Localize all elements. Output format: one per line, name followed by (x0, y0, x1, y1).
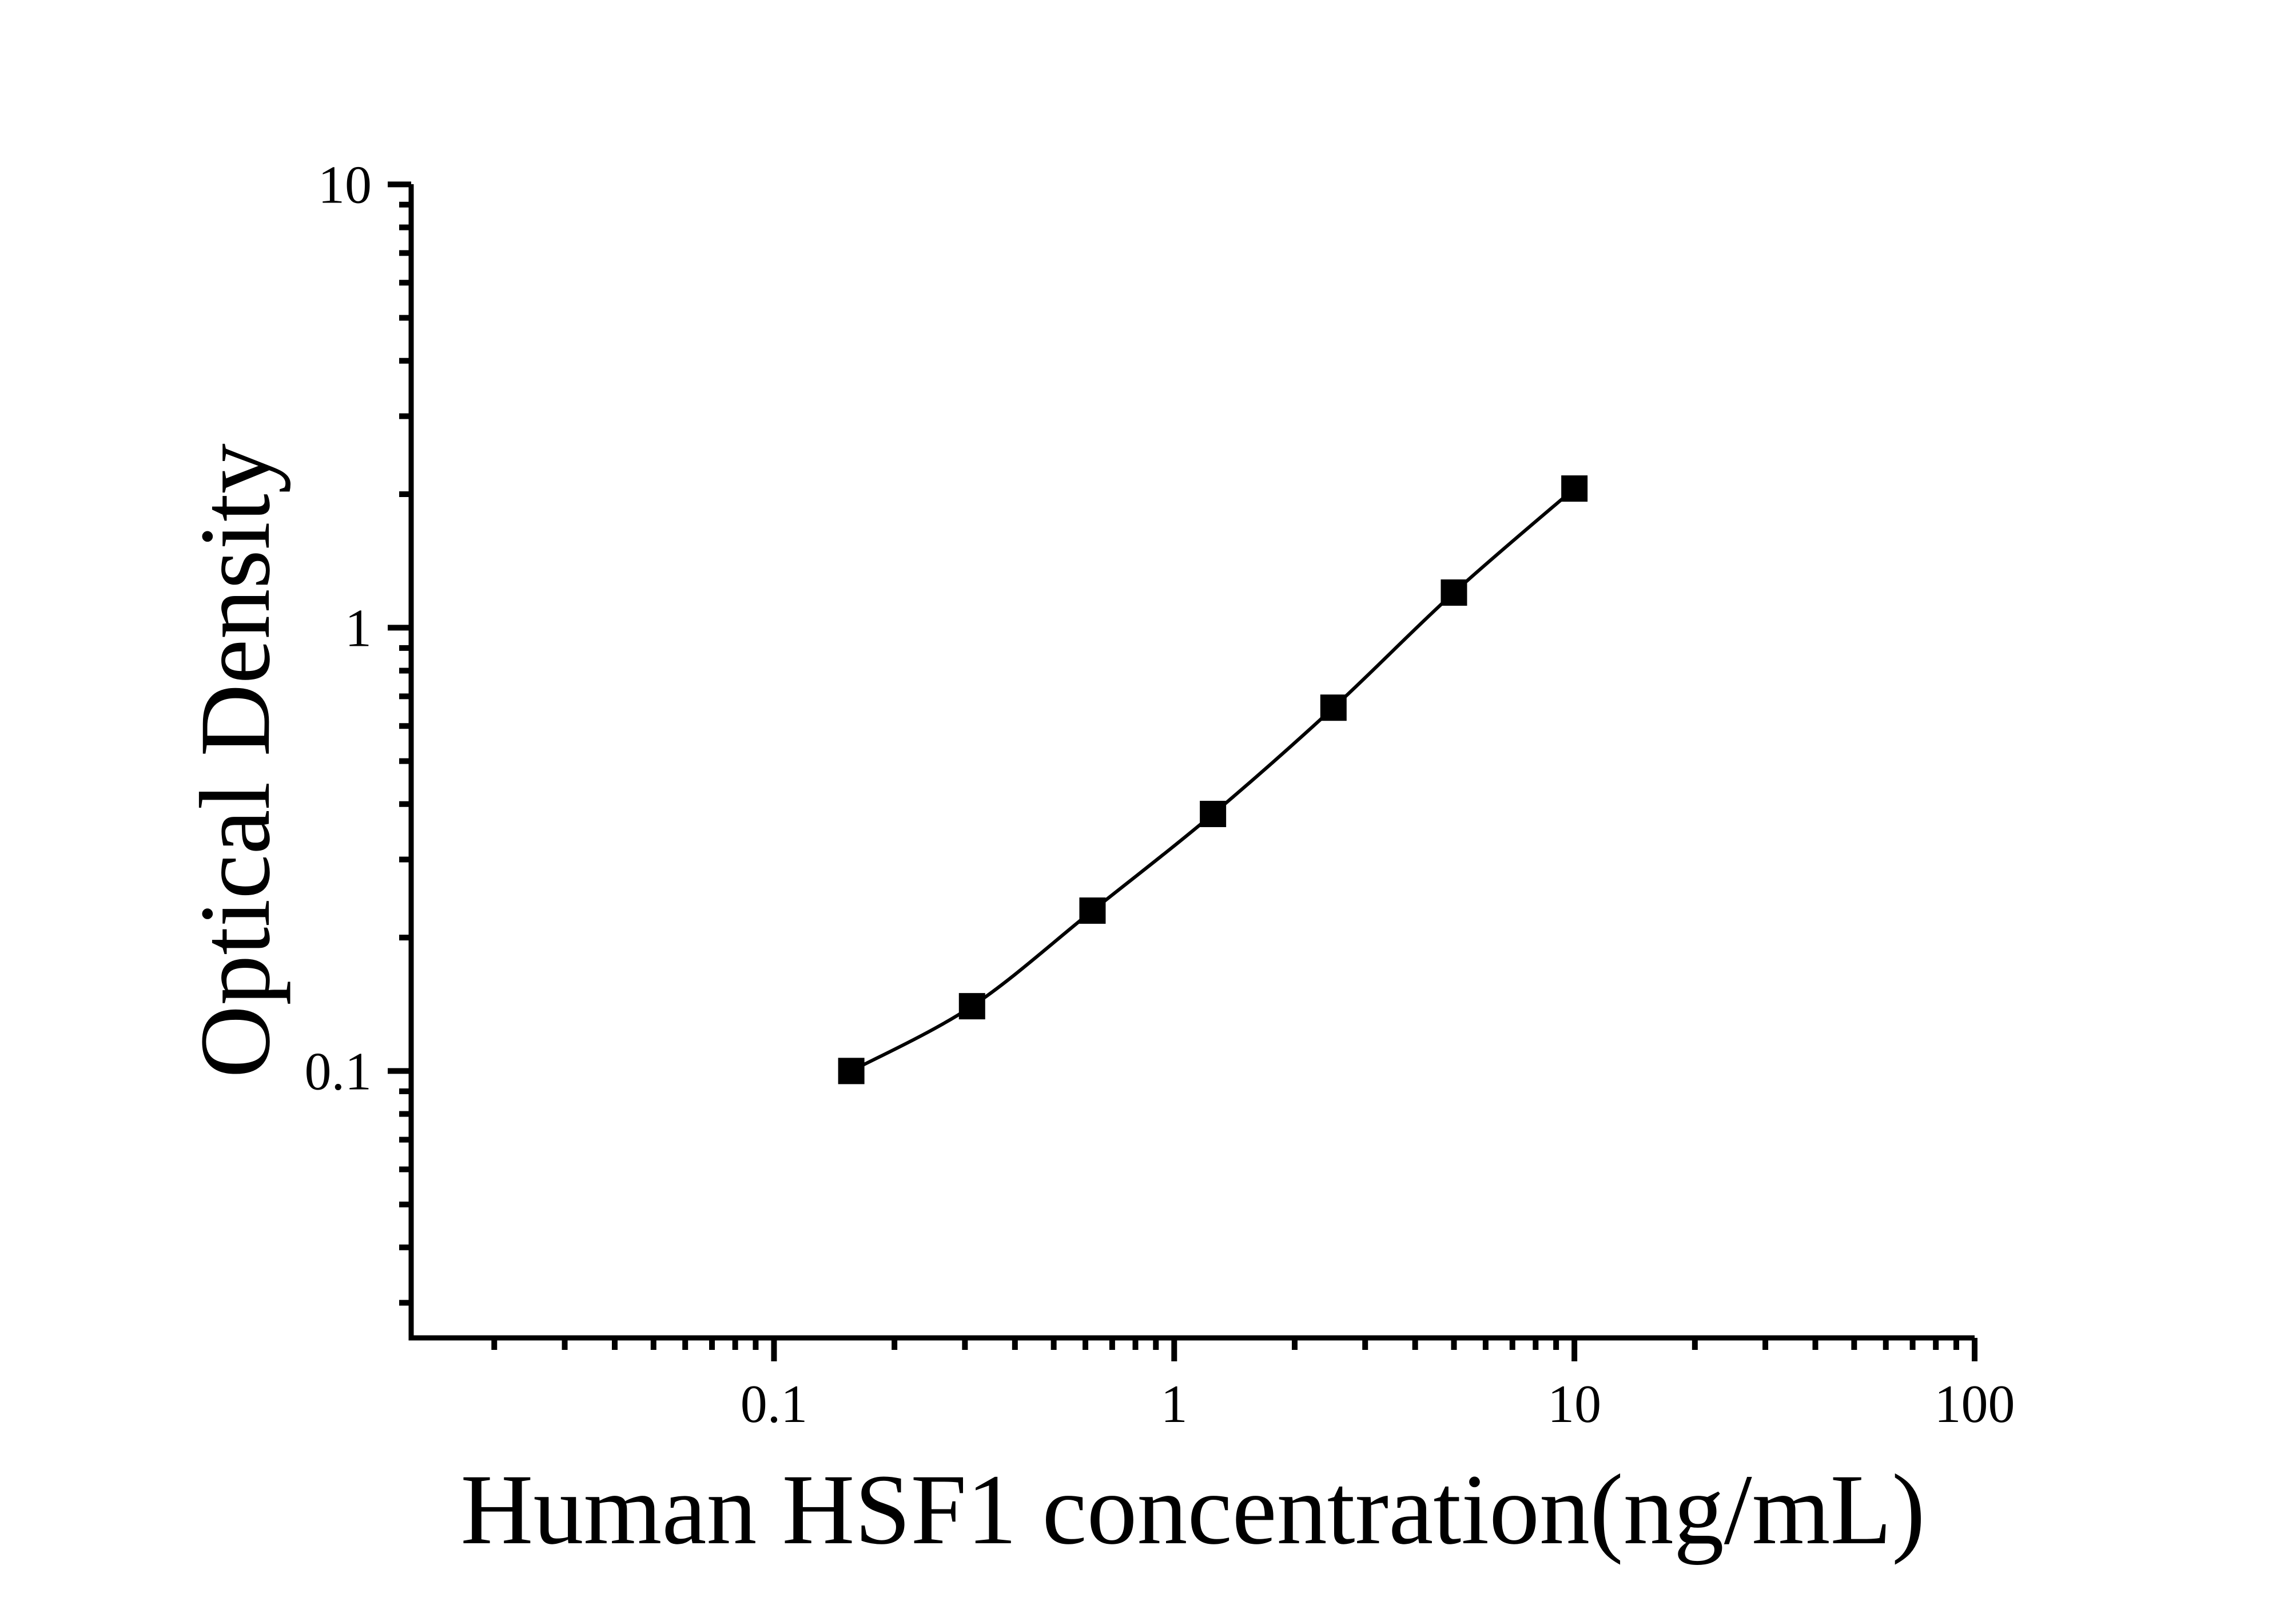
data-point-marker (1079, 897, 1106, 924)
data-point-marker (1200, 801, 1227, 828)
x-tick-label: 0.1 (741, 1374, 808, 1434)
x-tick-label: 100 (1935, 1374, 2015, 1434)
data-point-marker (1320, 694, 1347, 721)
y-tick-label: 1 (345, 598, 372, 658)
y-tick-label: 10 (318, 155, 372, 214)
y-axis-title: Optical Density (180, 443, 291, 1078)
y-tick-label: 0.1 (305, 1042, 372, 1101)
axes-lines (408, 184, 1975, 1341)
standard-curve-line (850, 487, 1576, 1073)
data-point-marker (1441, 579, 1467, 606)
x-axis-title: Human HSF1 concentration(ng/mL) (460, 1454, 1925, 1566)
data-point-marker (958, 993, 985, 1020)
x-tick-label: 10 (1547, 1374, 1601, 1434)
data-point-marker (838, 1058, 865, 1084)
x-tick-label: 1 (1161, 1374, 1188, 1434)
data-point-marker (1561, 475, 1588, 502)
